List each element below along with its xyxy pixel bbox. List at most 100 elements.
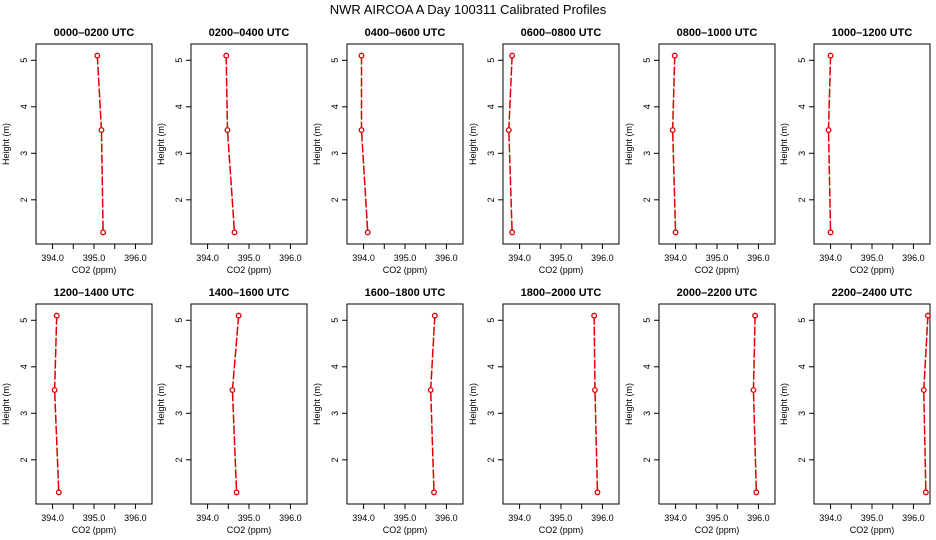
x-tick-label: 396.0 [124, 253, 147, 263]
x-tick-label: 395.0 [861, 253, 884, 263]
y-axis-label: Height (m) [779, 383, 789, 425]
data-point [224, 127, 231, 133]
y-tick-label: 3 [486, 411, 496, 416]
series-line [429, 315, 436, 493]
y-tick-label: 2 [330, 197, 340, 202]
x-tick-label: 395.0 [861, 513, 884, 523]
y-tick-label: 4 [797, 104, 807, 109]
chart-panel: 1600–1800 UTC 394.0 395.0 396.0 2 3 4 5 CO2 (ppm… [312, 287, 464, 535]
data-point [669, 127, 676, 133]
y-tick-label: 4 [330, 104, 340, 109]
y-tick-label: 5 [330, 318, 340, 323]
series-line [923, 315, 929, 493]
x-tick-label: 396.0 [747, 513, 770, 523]
x-tick-label: 396.0 [591, 513, 614, 523]
y-tick-label: 3 [174, 151, 184, 156]
plot-frame [190, 43, 308, 245]
y-tick-label: 5 [330, 58, 340, 63]
y-tick-label: 5 [486, 318, 496, 323]
data-point [825, 127, 832, 133]
data-point [752, 312, 759, 319]
y-tick-label: 5 [19, 58, 29, 63]
x-tick-label: 395.0 [83, 253, 106, 263]
x-axis-label: CO2 (ppm) [539, 525, 584, 535]
y-tick-label: 5 [19, 318, 29, 323]
chart-panel: 0200–0400 UTC 394.0 395.0 396.0 2 3 4 5 CO2 (ppm… [156, 27, 308, 275]
x-tick-label: 396.0 [279, 253, 302, 263]
y-tick-label: 5 [642, 318, 652, 323]
data-point [827, 52, 834, 59]
x-tick-label: 394.0 [196, 513, 219, 523]
y-tick-label: 3 [642, 411, 652, 416]
y-tick-label: 3 [19, 411, 29, 416]
x-tick-label: 395.0 [706, 253, 729, 263]
data-point [509, 229, 516, 236]
data-point [100, 229, 107, 236]
y-tick-label: 2 [486, 197, 496, 202]
y-tick-label: 4 [174, 104, 184, 109]
y-tick-label: 3 [330, 411, 340, 416]
x-tick-label: 396.0 [591, 253, 614, 263]
x-tick-label: 394.0 [508, 513, 531, 523]
series-line [827, 55, 832, 233]
data-point [591, 312, 598, 319]
data-point [223, 52, 230, 59]
panel-title: 0000–0200 UTC [54, 27, 135, 39]
data-point [594, 489, 601, 496]
x-axis-label: CO2 (ppm) [227, 525, 272, 535]
chart-panel: 2200–2400 UTC 394.0 395.0 396.0 2 3 4 5 CO2 (ppm… [779, 287, 931, 535]
data-point [753, 489, 760, 496]
x-tick-label: 394.0 [664, 253, 687, 263]
y-axis-label: Height (m) [779, 123, 789, 165]
data-point [750, 387, 757, 393]
chart-panel: 0400–0600 UTC 394.0 395.0 396.0 2 3 4 5 CO2 (ppm… [312, 27, 464, 275]
y-tick-label: 4 [19, 364, 29, 369]
plot-frame [502, 43, 620, 245]
y-tick-label: 5 [797, 58, 807, 63]
y-tick-label: 3 [174, 411, 184, 416]
data-point [509, 52, 516, 59]
series-line [508, 55, 513, 233]
x-tick-label: 395.0 [394, 513, 417, 523]
x-tick-label: 394.0 [196, 253, 219, 263]
data-point [431, 489, 437, 496]
y-tick-label: 4 [174, 364, 184, 369]
y-tick-label: 3 [642, 151, 652, 156]
y-axis-label: Height (m) [312, 383, 322, 425]
data-point [364, 229, 371, 236]
panel-title: 0600–0800 UTC [521, 27, 602, 39]
plot-frame [813, 43, 931, 245]
x-axis-label: CO2 (ppm) [850, 525, 895, 535]
data-point [920, 387, 927, 393]
y-tick-label: 2 [642, 457, 652, 462]
y-tick-label: 2 [330, 457, 340, 462]
panel-title: 1400–1600 UTC [209, 287, 290, 299]
x-axis-label: CO2 (ppm) [383, 265, 428, 275]
panel-title: 1000–1200 UTC [832, 27, 913, 39]
x-tick-label: 395.0 [238, 513, 261, 523]
data-point [53, 312, 60, 319]
panel-title: 0400–0600 UTC [365, 27, 446, 39]
y-tick-label: 4 [19, 104, 29, 109]
chart-panel: 1800–2000 UTC 394.0 395.0 396.0 2 3 4 5 CO2 (ppm… [468, 287, 620, 535]
y-tick-label: 5 [174, 58, 184, 63]
data-point [592, 387, 598, 393]
y-tick-label: 4 [330, 364, 340, 369]
data-point [233, 489, 240, 496]
panel-title: 0200–0400 UTC [209, 27, 290, 39]
y-tick-label: 3 [797, 151, 807, 156]
y-tick-label: 4 [486, 364, 496, 369]
plot-frame [658, 303, 776, 505]
chart-panel: 2000–2200 UTC 394.0 395.0 396.0 2 3 4 5 CO2 (ppm… [624, 287, 776, 535]
chart-panel: 0800–1000 UTC 394.0 395.0 396.0 2 3 4 5 CO2 (ppm… [624, 27, 776, 275]
page-title: NWR AIRCOA A Day 100311 Calibrated Profi… [329, 2, 607, 17]
x-axis-label: CO2 (ppm) [227, 265, 272, 275]
plot-frame [346, 303, 464, 505]
panel-title: 1200–1400 UTC [54, 287, 135, 299]
series-line [53, 315, 60, 493]
x-tick-label: 395.0 [83, 513, 106, 523]
y-axis-label: Height (m) [312, 123, 322, 165]
x-tick-label: 396.0 [124, 513, 147, 523]
x-tick-label: 394.0 [664, 513, 687, 523]
